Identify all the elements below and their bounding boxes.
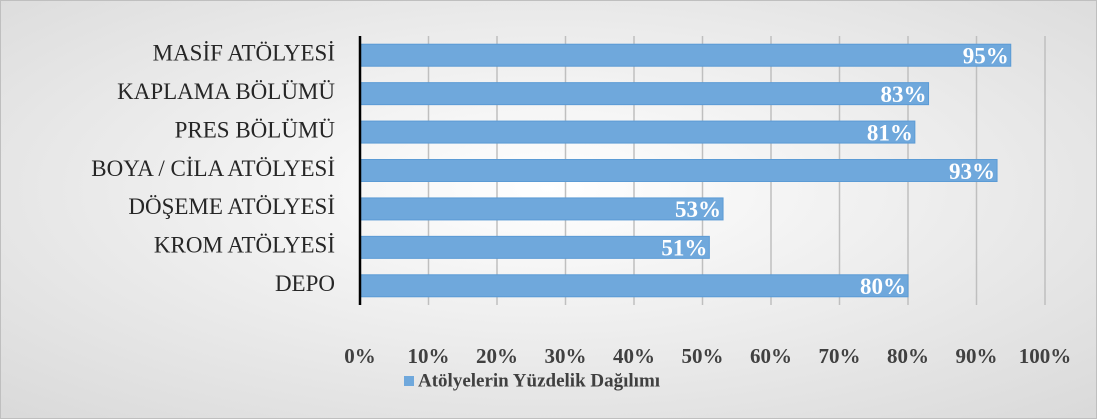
y-tick-label: KAPLAMA BÖLÜMÜ	[117, 79, 335, 104]
x-tick-label: 10%	[408, 344, 450, 368]
value-label: 81%	[867, 120, 913, 145]
x-tick-label: 70%	[819, 344, 861, 368]
x-tick-label: 0%	[344, 344, 376, 368]
y-tick-label: DÖŞEME ATÖLYESİ	[128, 194, 335, 219]
x-tick-label: 50%	[682, 344, 724, 368]
x-tick-label: 100%	[1019, 344, 1072, 368]
bar	[359, 197, 724, 221]
x-tick-label: 20%	[476, 344, 518, 368]
value-label: 53%	[675, 197, 721, 222]
y-tick-label: DEPO	[275, 271, 335, 296]
y-tick-label: BOYA / CİLA ATÖLYESİ	[91, 156, 335, 181]
bar	[359, 159, 998, 182]
y-tick-label: KROM ATÖLYESİ	[154, 233, 335, 258]
x-tick-label: 40%	[613, 344, 655, 368]
x-tick-label: 60%	[750, 344, 792, 368]
y-tick-label: PRES BÖLÜMÜ	[175, 117, 336, 142]
x-tick-label: 30%	[545, 344, 587, 368]
legend-swatch	[404, 376, 414, 386]
bar	[359, 120, 916, 144]
value-label: 95%	[963, 43, 1009, 68]
x-tick-label: 90%	[956, 344, 998, 368]
legend-label: Atölyelerin Yüzdelik Dağılımı	[418, 370, 660, 391]
bar	[359, 235, 710, 259]
value-label: 80%	[860, 274, 906, 299]
value-label: 83%	[881, 82, 927, 107]
x-tick-label: 80%	[887, 344, 929, 368]
bar	[359, 82, 930, 106]
value-label: 51%	[661, 236, 707, 261]
bar	[359, 43, 1012, 67]
bar	[359, 274, 909, 298]
value-label: 93%	[949, 159, 995, 184]
y-tick-label: MASİF ATÖLYESİ	[153, 40, 335, 65]
